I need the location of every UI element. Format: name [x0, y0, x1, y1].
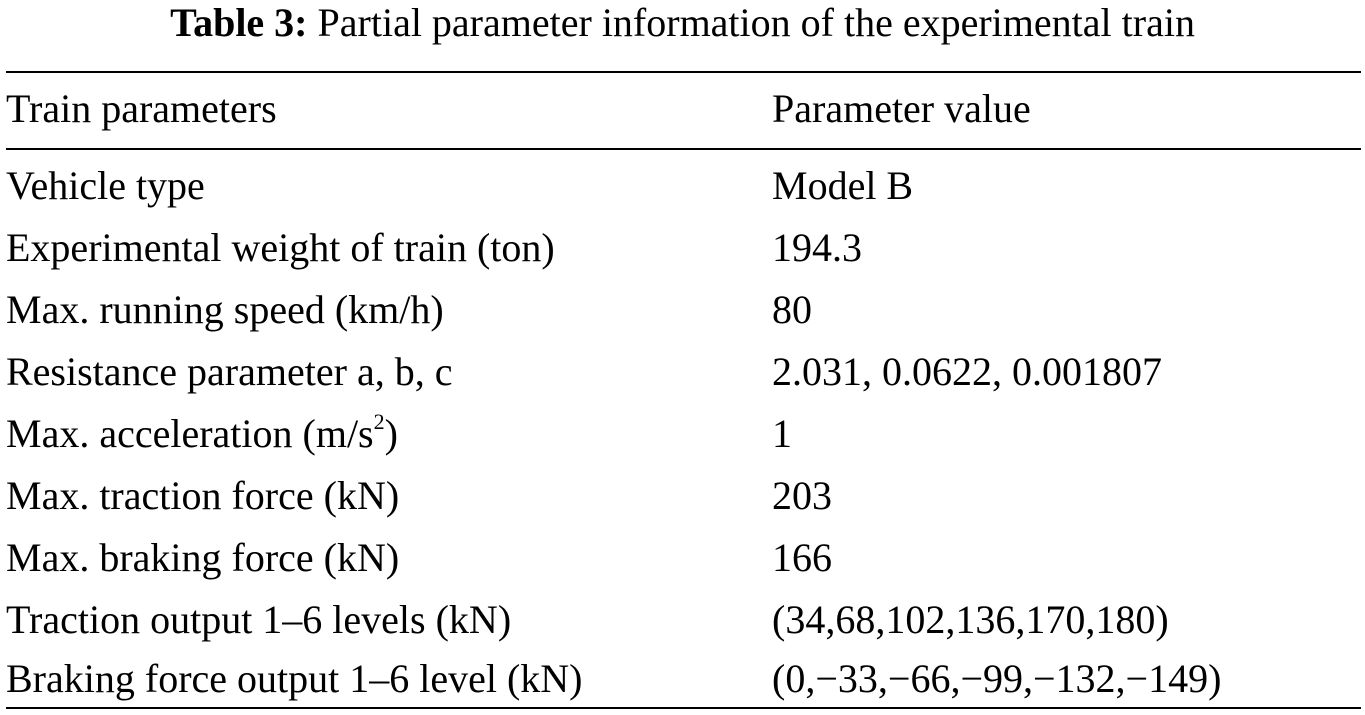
column-header-parameters: Train parameters — [6, 86, 277, 131]
parameter-text-end: ) — [384, 411, 398, 456]
parameter-cell: Resistance parameter a, b, c — [6, 349, 453, 394]
parameter-cell: Max. running speed (km/h) — [6, 287, 444, 332]
table-row: Max. traction force (kN) 203 — [6, 465, 1361, 527]
value-cell: (34,68,102,136,170,180) — [772, 597, 1169, 642]
table-row: Max. running speed (km/h) 80 — [6, 279, 1361, 341]
value-cell: 2.031, 0.0622, 0.001807 — [772, 349, 1162, 394]
column-header-value: Parameter value — [772, 86, 1031, 131]
table-row: Max. braking force (kN) 166 — [6, 527, 1361, 589]
parameter-cell: Vehicle type — [6, 163, 205, 208]
table-row: Vehicle type Model B — [6, 155, 1361, 217]
parameter-cell: Braking force output 1–6 level (kN) — [6, 656, 583, 701]
value-cell: 203 — [772, 473, 832, 518]
value-cell: 166 — [772, 535, 832, 580]
superscript: 2 — [373, 408, 385, 434]
table-caption: Table 3: Partial parameter information o… — [0, 0, 1365, 48]
parameter-cell: Max. traction force (kN) — [6, 473, 400, 518]
value-cell: (0,−33,−66,−99,−132,−149) — [772, 656, 1222, 701]
table-row: Experimental weight of train (ton) 194.3 — [6, 217, 1361, 279]
table-bottom-rule — [6, 707, 1361, 709]
table-top-rule — [6, 71, 1361, 73]
parameter-cell: Max. braking force (kN) — [6, 535, 400, 580]
table-row: Braking force output 1–6 level (kN) (0,−… — [6, 648, 1361, 710]
table-header-row: Train parameters Parameter value — [6, 78, 1361, 140]
parameter-cell: Max. acceleration (m/s2) — [6, 403, 398, 465]
table-header-rule — [6, 148, 1361, 150]
parameter-text: Max. acceleration (m/s — [6, 411, 374, 456]
parameter-cell: Traction output 1–6 levels (kN) — [6, 597, 512, 642]
value-cell: Model B — [772, 163, 914, 208]
table-row: Max. acceleration (m/s2) 1 — [6, 403, 1361, 465]
table-row: Resistance parameter a, b, c 2.031, 0.06… — [6, 341, 1361, 403]
value-cell: 194.3 — [772, 225, 862, 270]
table-caption-label: Table 3: — [170, 0, 308, 45]
parameter-cell: Experimental weight of train (ton) — [6, 225, 555, 270]
table-row: Traction output 1–6 levels (kN) (34,68,1… — [6, 589, 1361, 651]
value-cell: 80 — [772, 287, 812, 332]
table-caption-text: Partial parameter information of the exp… — [317, 0, 1195, 45]
value-cell: 1 — [772, 411, 792, 456]
